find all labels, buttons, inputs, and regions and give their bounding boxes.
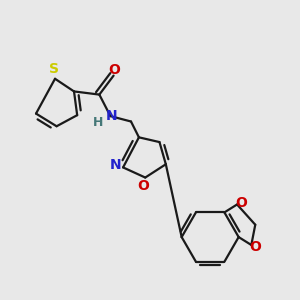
Text: O: O bbox=[138, 179, 150, 194]
Text: S: S bbox=[49, 62, 59, 76]
Text: O: O bbox=[249, 240, 261, 254]
Text: O: O bbox=[235, 196, 247, 210]
Text: N: N bbox=[110, 158, 121, 172]
Text: N: N bbox=[106, 109, 118, 123]
Text: H: H bbox=[93, 116, 103, 129]
Text: O: O bbox=[109, 63, 121, 77]
